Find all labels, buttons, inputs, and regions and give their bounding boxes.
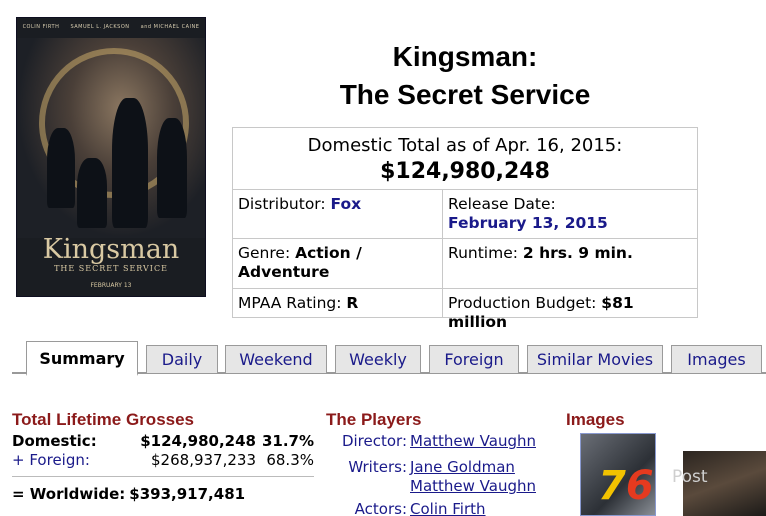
movie-poster[interactable]: COLIN FIRTH SAMUEL L. JACKSON and MICHAE… [16,17,206,297]
foreign-gross-link[interactable]: + Foreign: [12,451,90,469]
domestic-gross-value: $124,980,248 [140,432,256,450]
poster-cast-3: and MICHAEL CAINE [140,24,200,30]
domestic-total-value: $124,980,248 [380,159,550,184]
title-line-2: The Secret Service [339,79,591,110]
genre-label: Genre: [238,244,296,262]
actor-link[interactable]: Colin Firth [410,500,486,516]
watermark-text: Post [672,467,708,487]
budget-label: Production Budget: [448,294,602,312]
page-title: Kingsman: The Secret Service [233,38,697,114]
poster-subtitle: THE SECRET SERVICE [54,264,168,273]
director-row: Director: Matthew Vaughn [326,432,546,451]
release-date-label: Release Date: [448,195,556,213]
actors-label[interactable]: Actors: [354,500,407,516]
image-thumbnail[interactable] [683,451,766,516]
distributor-label: Distributor: [238,195,331,213]
distributor-link[interactable]: Fox [330,195,362,213]
budget-cell: Production Budget: $81 million [443,289,697,331]
poster-cast: COLIN FIRTH SAMUEL L. JACKSON and MICHAE… [17,24,205,30]
writer-link[interactable]: Matthew Vaughn [410,477,536,495]
tab-daily[interactable]: Daily [146,345,218,373]
rating-label: MPAA Rating: [238,294,347,312]
foreign-gross-value: $268,937,233 [151,451,256,469]
players-heading: The Players [326,410,422,429]
grosses-heading: Total Lifetime Grosses [12,410,195,429]
distributor-cell: Distributor: Fox [233,190,443,238]
runtime-label: Runtime: [448,244,523,262]
writers-label[interactable]: Writers: [348,458,407,476]
rating-value: R [346,294,359,312]
foreign-gross-row: + Foreign: $268,937,233 68.3% [12,451,314,470]
domestic-gross-row: Domestic: $124,980,248 31.7% [12,432,314,451]
movie-info-table: Domestic Total as of Apr. 16, 2015: $124… [232,127,698,331]
rating-cell: MPAA Rating: R [233,289,443,317]
watermark-digit: 7 [598,463,626,509]
runtime-value: 2 hrs. 9 min. [522,244,633,262]
players-list: Director: Matthew Vaughn Writers: Jane G… [326,432,546,516]
tab-bar: Summary Daily Weekend Weekly Foreign Sim… [12,341,766,376]
writers-row: Writers: Jane Goldman Matthew Vaughn [326,458,546,496]
poster-figure [157,118,187,218]
release-date-link[interactable]: February 13, 2015 [448,214,608,232]
tab-similar-movies[interactable]: Similar Movies [527,345,663,373]
watermark-digit: 6 [625,463,654,509]
runtime-cell: Runtime: 2 hrs. 9 min. [443,239,697,288]
lifetime-grosses: Domestic: $124,980,248 31.7% + Foreign: … [12,432,314,504]
poster-date: FEBRUARY 13 [90,282,132,289]
domestic-gross-label: Domestic: [12,432,97,450]
grosses-divider [12,476,314,477]
worldwide-gross-label: = Worldwide: [12,485,126,503]
tab-weekend[interactable]: Weekend [225,345,327,373]
domestic-total: Domestic Total as of Apr. 16, 2015: $124… [233,128,697,190]
tab-summary[interactable]: Summary [26,341,138,376]
tab-foreign[interactable]: Foreign [429,345,519,373]
poster-cast-2: SAMUEL L. JACKSON [70,24,130,30]
watermark-logo: 76 [598,466,654,506]
poster-figure [47,128,75,208]
worldwide-gross-value: $393,917,481 [129,485,246,503]
tab-images[interactable]: Images [671,345,762,373]
poster-title: Kingsman [42,234,180,265]
director-label[interactable]: Director: [341,432,407,450]
domestic-total-label: Domestic Total as of Apr. 16, 2015: [307,135,623,156]
actors-row: Actors: Colin Firth [326,500,546,516]
worldwide-gross-row: = Worldwide: $393,917,481 [12,485,314,504]
tab-weekly[interactable]: Weekly [335,345,421,373]
domestic-gross-pct: 31.7% [261,432,314,450]
director-link[interactable]: Matthew Vaughn [410,432,536,450]
genre-value: Action / Adventure [238,244,362,281]
release-date-cell: Release Date: February 13, 2015 [443,190,697,238]
budget-value: $81 million [448,294,634,331]
writer-link[interactable]: Jane Goldman [410,458,515,476]
poster-cast-1: COLIN FIRTH [22,24,60,30]
images-heading: Images [566,410,625,429]
poster-figure [77,158,107,228]
poster-figure [112,98,148,228]
image-thumbnail[interactable] [580,433,656,516]
genre-cell: Genre: Action / Adventure [233,239,443,288]
title-line-1: Kingsman: [392,41,538,72]
foreign-gross-pct: 68.3% [266,451,314,469]
